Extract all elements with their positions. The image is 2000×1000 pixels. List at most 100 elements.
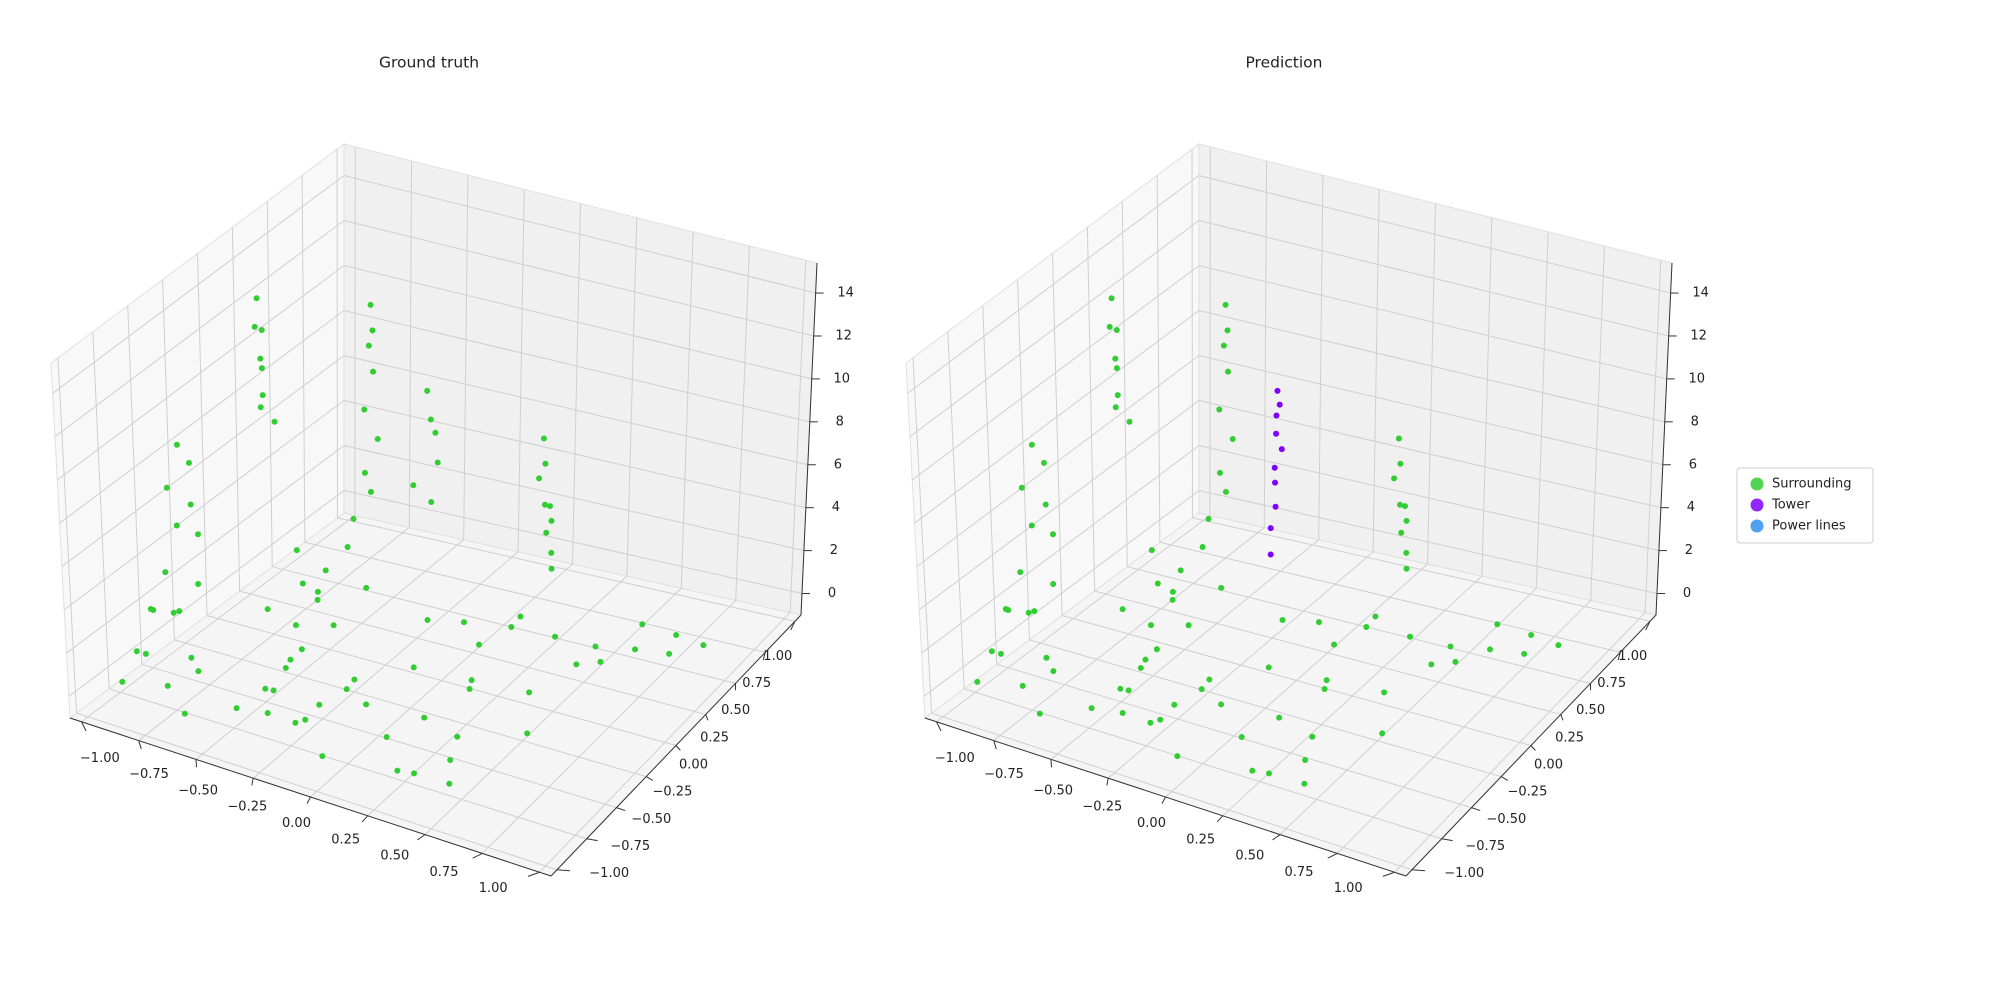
y-tick <box>1617 652 1621 661</box>
point <box>264 709 271 716</box>
point <box>632 646 639 653</box>
grid-line <box>1198 175 1671 294</box>
legend-box <box>1736 467 1874 544</box>
y-tick-label: 1.00 <box>763 649 792 664</box>
point <box>270 687 277 694</box>
x-tick <box>527 871 540 877</box>
point <box>319 753 326 760</box>
point <box>1113 365 1120 372</box>
y-tick-label: 0.00 <box>1534 758 1563 773</box>
point <box>1218 701 1225 708</box>
point <box>1125 687 1132 694</box>
x-tick-label: −0.25 <box>1082 800 1122 815</box>
point <box>548 549 555 556</box>
grid-line <box>343 445 805 552</box>
point <box>257 404 264 411</box>
point <box>299 580 306 587</box>
grid-line <box>272 566 736 684</box>
point <box>1323 677 1330 684</box>
point <box>374 436 381 443</box>
grid-line <box>1086 227 1096 592</box>
point <box>410 482 417 489</box>
y-tick-label: 1.00 <box>1618 649 1647 664</box>
y-tick-label: 0.25 <box>1555 730 1584 745</box>
point <box>1398 529 1405 536</box>
grid-line <box>61 355 345 567</box>
point <box>1265 770 1272 777</box>
y-tick-label: −1.00 <box>589 866 629 881</box>
point <box>253 295 260 302</box>
point <box>1487 646 1494 653</box>
point <box>573 661 580 668</box>
x-tick-label: −0.25 <box>227 800 267 815</box>
point <box>1050 668 1057 675</box>
point <box>1198 686 1205 693</box>
grid-line <box>626 217 638 577</box>
point <box>1315 619 1322 626</box>
grid-line <box>343 310 810 423</box>
point <box>1229 436 1236 443</box>
y-tick-label: −0.50 <box>1486 812 1526 827</box>
point <box>1028 522 1035 529</box>
x-tick <box>1327 852 1338 859</box>
grid-line <box>197 253 208 616</box>
legend-label: Surrounding <box>1772 477 1851 492</box>
grid-line <box>266 201 273 567</box>
y-tick-label: −1.00 <box>1444 866 1484 881</box>
point <box>1397 460 1404 467</box>
point <box>673 631 680 638</box>
point <box>361 469 368 476</box>
y-tick <box>762 652 766 661</box>
y-tick-label: 0.50 <box>721 703 750 718</box>
point <box>119 678 126 685</box>
y-tick-label: 0.00 <box>679 758 708 773</box>
point <box>258 365 265 372</box>
point <box>314 596 321 603</box>
point <box>700 642 707 649</box>
y-tick-label: 0.25 <box>700 730 729 745</box>
grid-line <box>963 688 1442 840</box>
legend-marker <box>1750 519 1764 533</box>
x-tick-label: −0.75 <box>129 767 169 782</box>
x-tick-label: −1.00 <box>80 751 120 766</box>
x-tick <box>138 740 142 750</box>
point <box>1222 488 1229 495</box>
x-tick-label: 0.75 <box>430 865 459 880</box>
point <box>1169 588 1176 595</box>
z-tick-label: 4 <box>1687 500 1695 515</box>
y-tick <box>1560 714 1564 721</box>
grid-line <box>337 517 796 622</box>
point <box>1028 441 1035 448</box>
y-tick <box>645 776 654 781</box>
z-axis <box>800 262 818 616</box>
point <box>1040 459 1047 466</box>
x-tick <box>1272 834 1281 841</box>
point <box>1363 624 1370 631</box>
grid-line <box>907 175 1200 394</box>
point <box>1321 686 1328 693</box>
z-tick-label: 2 <box>1685 543 1693 558</box>
grid-line <box>947 331 965 689</box>
point <box>1117 685 1124 692</box>
grid-line <box>63 400 345 611</box>
x-tick-label: 0.00 <box>282 816 311 831</box>
point <box>552 633 559 640</box>
point <box>298 646 305 653</box>
x-axis <box>69 717 552 877</box>
point <box>434 459 441 466</box>
grid-line <box>108 688 587 840</box>
point <box>517 613 524 620</box>
point <box>974 678 981 685</box>
x-tick <box>1382 871 1395 877</box>
point <box>526 689 533 696</box>
point <box>164 682 171 689</box>
point <box>195 668 202 675</box>
z-tick-label: 8 <box>836 414 844 429</box>
point <box>176 608 183 615</box>
z-tick-label: 12 <box>835 328 852 343</box>
z-tick-label: 2 <box>830 543 838 558</box>
grid-line <box>54 220 345 437</box>
point <box>1216 469 1223 476</box>
point <box>1177 567 1184 574</box>
